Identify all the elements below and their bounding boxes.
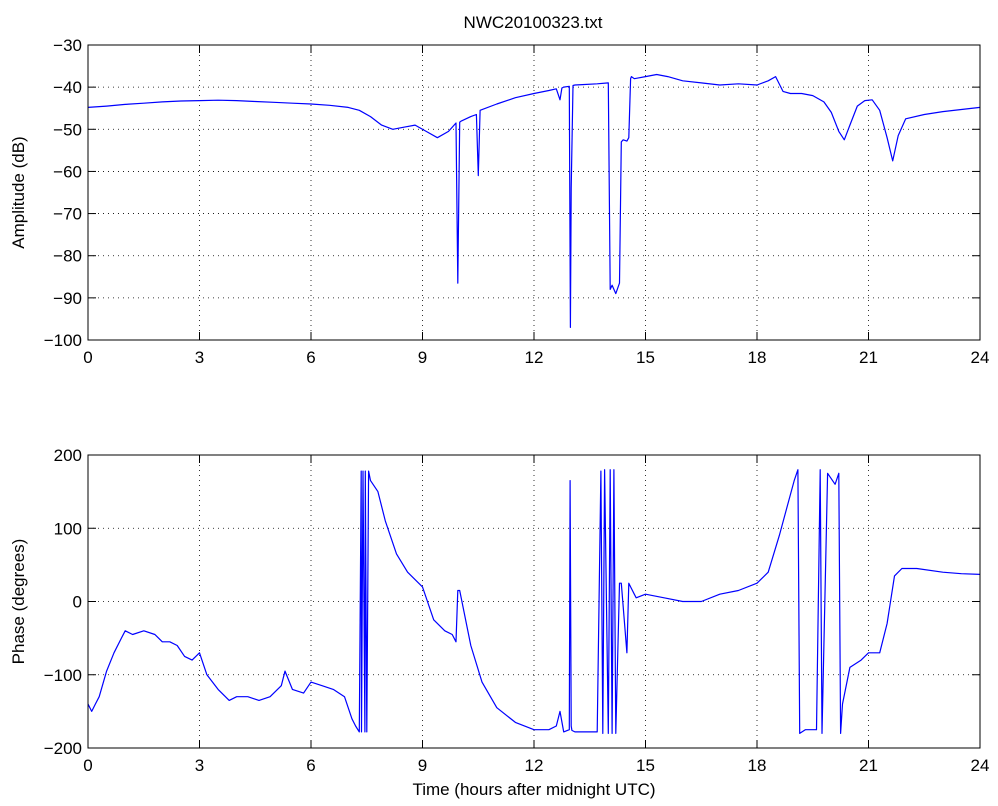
amplitude-series-line <box>87 73 981 328</box>
phase-x-tick-label: 12 <box>525 756 544 775</box>
amplitude-x-tick-label: 24 <box>971 348 990 367</box>
phase-x-tick-label: 24 <box>971 756 990 775</box>
amplitude-series <box>87 73 981 328</box>
phase-y-tick-label: −100 <box>44 666 82 685</box>
phase-y-axis-label: Phase (degrees) <box>9 539 28 665</box>
phase-y-tick-labels: −200 −100 0 100 200 <box>44 446 82 758</box>
amplitude-y-tick-label: −60 <box>53 162 82 181</box>
amplitude-x-tick-label: 12 <box>525 348 544 367</box>
phase-x-tick-label: 3 <box>195 756 204 775</box>
phase-plot: 0 3 6 9 12 15 18 21 24 −200 −100 0 100 200 Phase (de… <box>9 446 989 799</box>
figure-title: NWC20100323.txt <box>464 13 603 32</box>
amplitude-plot: 0 3 6 9 12 15 18 21 24 −100 −90 −80 −70 −60 −50 −40 −30… <box>9 36 989 367</box>
phase-x-tick-label: 18 <box>748 756 767 775</box>
amplitude-y-tick-label: −100 <box>44 331 82 350</box>
amplitude-y-tick-labels: −100 −90 −80 −70 −60 −50 −40 −30 <box>44 36 82 350</box>
phase-plot-frame <box>87 454 981 749</box>
phase-x-tick-label: 9 <box>418 756 427 775</box>
amplitude-plot-frame <box>87 44 981 341</box>
phase-y-tick-label: 100 <box>54 519 82 538</box>
amplitude-x-tick-label: 6 <box>306 348 315 367</box>
phase-series <box>87 469 981 734</box>
phase-series-line <box>87 469 981 734</box>
phase-x-tick-label: 6 <box>306 756 315 775</box>
phase-grid <box>88 455 980 748</box>
amplitude-y-axis-label: Amplitude (dB) <box>9 136 28 248</box>
amplitude-y-tick-label: −70 <box>53 205 82 224</box>
phase-x-axis-label: Time (hours after midnight UTC) <box>412 780 655 799</box>
amplitude-grid <box>88 45 980 340</box>
phase-x-tick-label: 0 <box>83 756 92 775</box>
amplitude-x-tick-label: 3 <box>195 348 204 367</box>
amplitude-y-tick-label: −90 <box>53 289 82 308</box>
amplitude-y-tick-label: −40 <box>53 78 82 97</box>
amplitude-x-tick-label: 15 <box>636 348 655 367</box>
amplitude-y-tick-label: −30 <box>53 36 82 55</box>
amplitude-x-tick-label: 9 <box>418 348 427 367</box>
phase-y-tick-label: −200 <box>44 739 82 758</box>
phase-x-tick-label: 21 <box>859 756 878 775</box>
amplitude-y-tick-label: −80 <box>53 247 82 266</box>
phase-x-tick-label: 15 <box>636 756 655 775</box>
amplitude-x-tick-label: 0 <box>83 348 92 367</box>
amplitude-x-tick-label: 18 <box>748 348 767 367</box>
phase-y-tick-label: 0 <box>73 593 82 612</box>
amplitude-x-tick-labels: 0 3 6 9 12 15 18 21 24 <box>83 348 989 367</box>
phase-x-tick-labels: 0 3 6 9 12 15 18 21 24 <box>83 756 989 775</box>
amplitude-x-tick-label: 21 <box>859 348 878 367</box>
amplitude-y-tick-label: −50 <box>53 120 82 139</box>
phase-y-tick-label: 200 <box>54 446 82 465</box>
